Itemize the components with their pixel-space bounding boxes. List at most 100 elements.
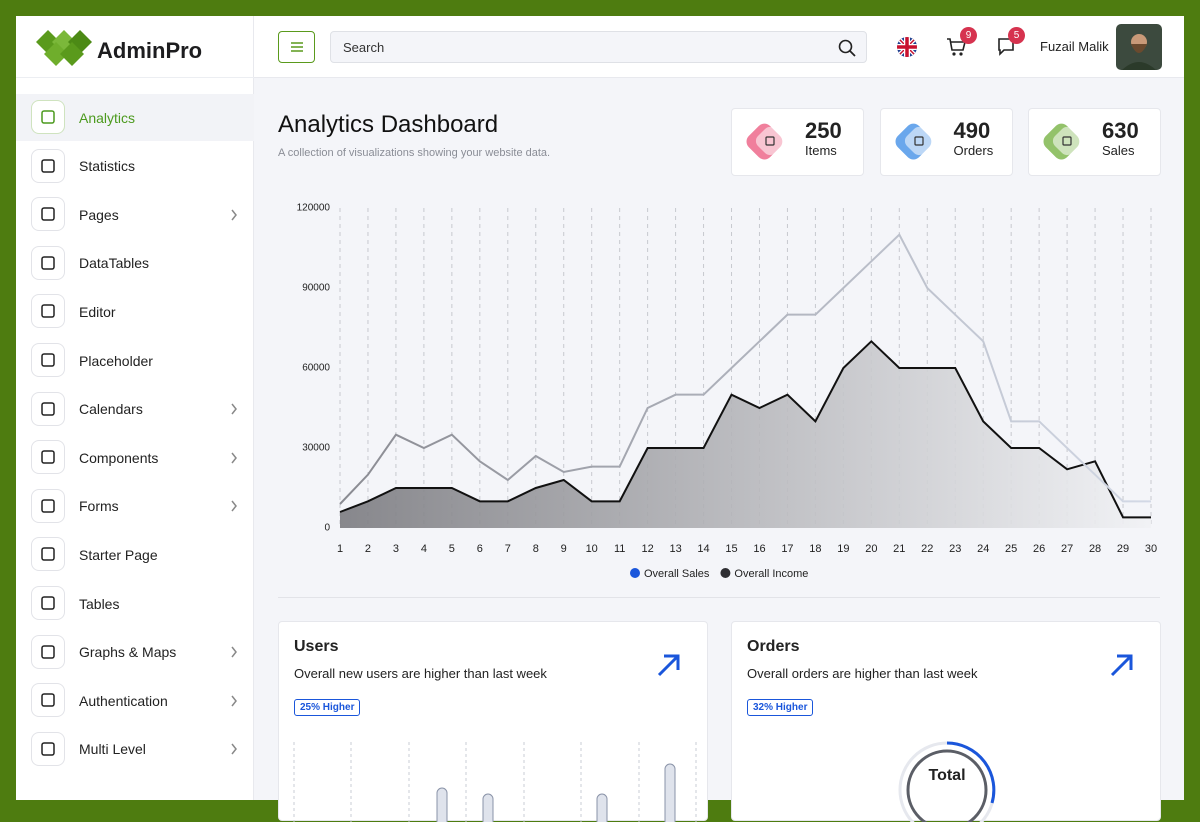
- trend-arrow: [657, 654, 680, 677]
- icon-glyph: [41, 158, 55, 173]
- menu-item[interactable]: Analytics: [16, 94, 254, 141]
- menu-icon: [31, 343, 65, 377]
- stat-icon-front: [755, 126, 785, 156]
- divider: [278, 597, 1160, 598]
- page-subtitle: A collection of visualizations showing y…: [278, 147, 551, 159]
- menu-item[interactable]: Pages: [16, 191, 254, 238]
- chevron: [231, 646, 237, 658]
- menu-label: Multi Level: [79, 741, 146, 758]
- sidebar: AdminPro Analytics Statistics Pages DataTab…: [16, 16, 254, 800]
- menu-item[interactable]: Placeholder: [16, 337, 254, 384]
- menu-item[interactable]: Statistics: [16, 143, 254, 190]
- chevron: [231, 695, 237, 707]
- icon-glyph: [41, 353, 55, 367]
- stat-icon-glyph: [765, 136, 775, 146]
- menu-label: Editor: [79, 303, 116, 320]
- card-subtitle: Overall orders are higher than last week: [747, 666, 978, 681]
- menu-item[interactable]: Graphs & Maps: [16, 629, 254, 676]
- card-badge: 32% Higher: [747, 699, 814, 716]
- menu-item[interactable]: Calendars: [16, 386, 254, 433]
- language-flag[interactable]: [896, 36, 918, 58]
- chevron: [231, 209, 237, 221]
- menu-item[interactable]: Tables: [16, 580, 254, 627]
- hamburger-icon: [290, 42, 303, 52]
- menu-icon: [31, 245, 65, 280]
- icon-shape: [41, 742, 55, 756]
- menu-label: Pages: [79, 206, 119, 223]
- stat-value: 630: [1102, 118, 1139, 143]
- menu-label: DataTables: [79, 255, 150, 272]
- chevron-path: [231, 452, 237, 464]
- menu-label: Statistics: [79, 158, 136, 175]
- menu-label: Graphs & Maps: [79, 644, 177, 661]
- avatar[interactable]: [1116, 24, 1162, 70]
- icon-glyph: [41, 304, 55, 319]
- trend-arrow: [1110, 654, 1133, 677]
- icon-glyph: [41, 401, 55, 416]
- chevron: [231, 743, 237, 755]
- stat-label: Sales: [1102, 143, 1135, 158]
- icon-shape: [41, 353, 55, 367]
- icon-glyph: [41, 693, 55, 707]
- menu-item[interactable]: Multi Level: [16, 726, 254, 773]
- menu-toggle[interactable]: [278, 31, 315, 63]
- page-title: Analytics Dashboard: [278, 111, 499, 138]
- icon-shape: [41, 693, 55, 707]
- stat-card: 250 Items: [731, 108, 864, 176]
- stat-icon-front: [1052, 126, 1082, 156]
- mini-chart: [293, 742, 697, 822]
- menu-item[interactable]: Authentication: [16, 677, 254, 724]
- stat-label: Items: [805, 143, 837, 158]
- menu-item[interactable]: Editor: [16, 288, 254, 335]
- menu-item[interactable]: Starter Page: [16, 531, 254, 578]
- logo-mark: [36, 30, 92, 66]
- menu-item[interactable]: Components: [16, 434, 254, 481]
- chevron-path: [231, 695, 237, 707]
- menu-icon: [31, 731, 65, 766]
- chevron-path: [231, 403, 237, 415]
- icon-shape: [41, 304, 55, 319]
- users-card: Users Overall new users are higher than …: [278, 621, 708, 822]
- cart-count: 9: [960, 27, 977, 44]
- menu-label: Tables: [79, 595, 120, 612]
- menu-icon: [31, 148, 65, 183]
- menu-label: Forms: [79, 498, 119, 515]
- icon-shape: [41, 401, 55, 416]
- brand: AdminPro: [97, 38, 203, 63]
- icon-shape: [41, 499, 55, 513]
- search-placeholder: Search: [343, 40, 385, 55]
- header: Search 9 5 Fuzail Malik: [254, 16, 1184, 78]
- menu-item[interactable]: DataTables: [16, 240, 254, 287]
- menu-icon: [31, 683, 65, 718]
- icon-shape: [41, 450, 55, 464]
- orders-card: Orders Overall orders are higher than la…: [731, 621, 1161, 822]
- page: AdminPro Analytics Statistics Pages DataTab…: [16, 16, 1184, 822]
- menu-icon: [31, 391, 65, 426]
- stat-label: Orders: [953, 143, 994, 158]
- menu-icon: [31, 634, 65, 669]
- icon-shape: [41, 158, 55, 173]
- menu-icon: [31, 440, 65, 475]
- main: Analytics Dashboard A collection of visu…: [254, 78, 1184, 822]
- icon-glyph: [41, 644, 55, 659]
- icon-glyph: [41, 499, 55, 513]
- search-box[interactable]: Search: [330, 31, 867, 63]
- icon-shape: [41, 644, 55, 659]
- menu-icon: [31, 197, 65, 232]
- icon-glyph: [41, 110, 55, 124]
- stat-icon: [895, 123, 933, 160]
- icon-glyph: [41, 207, 55, 221]
- menu-label: Components: [79, 449, 159, 466]
- icon-glyph: [41, 547, 55, 562]
- divider: [16, 77, 254, 78]
- card-subtitle: Overall new users are higher than last w…: [294, 666, 547, 681]
- chevron: [231, 452, 237, 464]
- user-name: Fuzail Malik: [1040, 39, 1109, 54]
- icon-glyph: [41, 450, 55, 464]
- chevron: [231, 403, 237, 415]
- icon-shape: [41, 207, 55, 221]
- card-title: Users: [294, 638, 339, 655]
- stat-icon: [746, 123, 785, 160]
- menu-item[interactable]: Forms: [16, 483, 254, 530]
- stat-card: 630 Sales: [1028, 108, 1161, 176]
